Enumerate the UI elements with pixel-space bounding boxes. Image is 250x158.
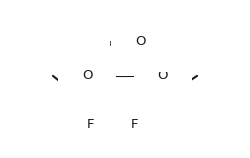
Text: F: F — [109, 40, 116, 53]
Text: F: F — [109, 134, 116, 147]
Text: O: O — [135, 35, 145, 48]
Text: F: F — [131, 118, 138, 131]
Text: O: O — [82, 69, 93, 82]
Text: O: O — [157, 69, 168, 82]
Text: F: F — [87, 118, 94, 131]
